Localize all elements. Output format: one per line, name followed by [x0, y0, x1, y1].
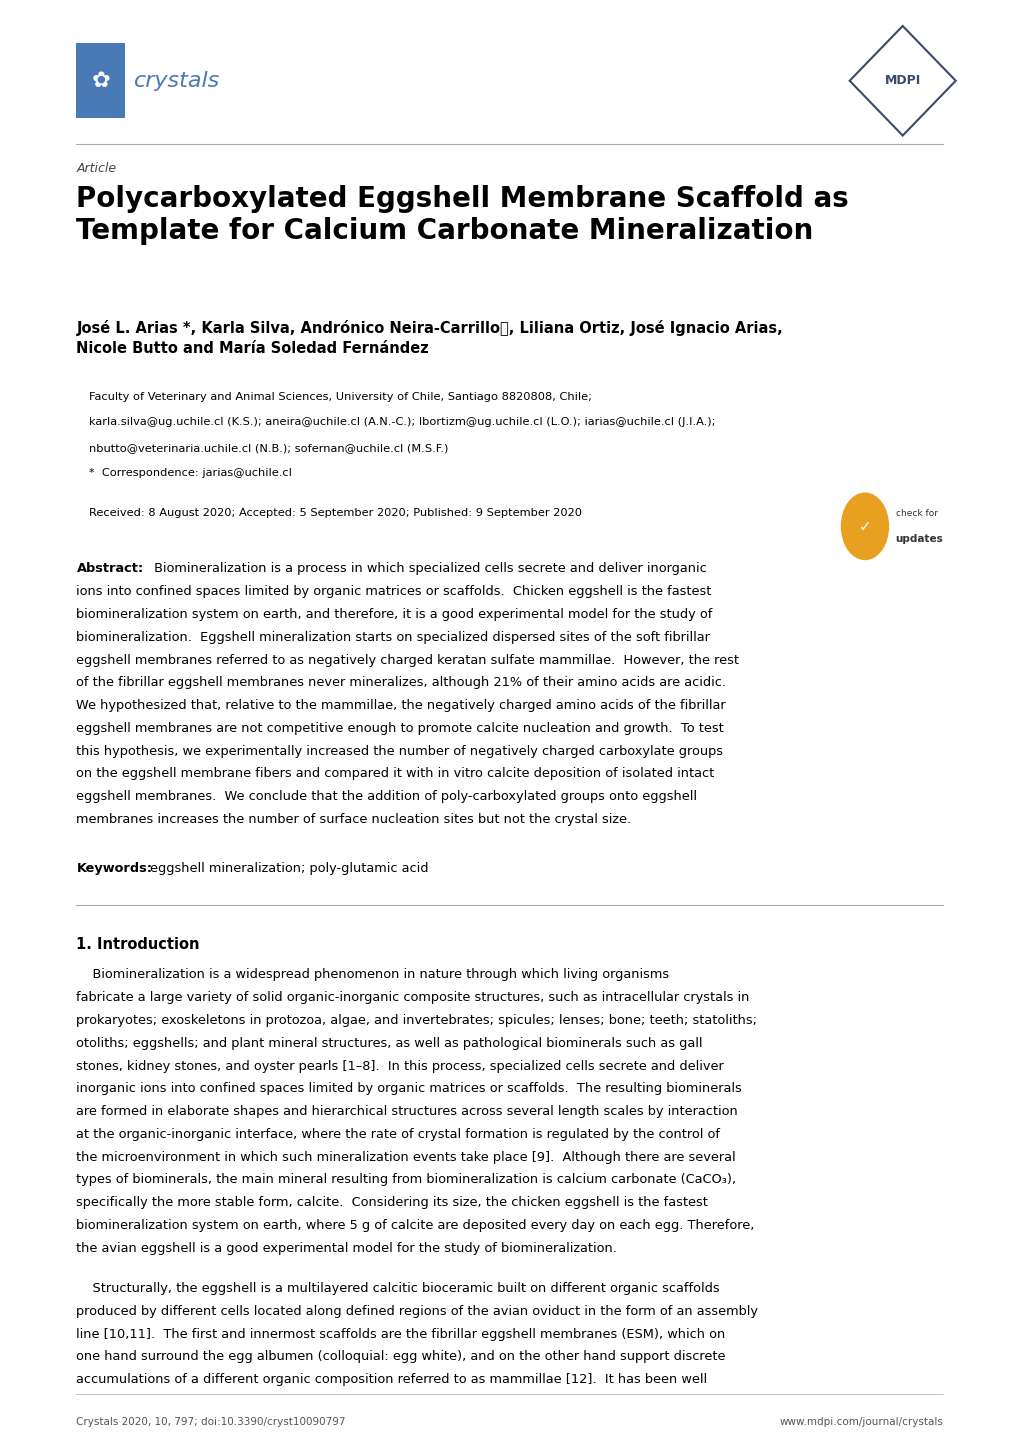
Text: Faculty of Veterinary and Animal Sciences, University of Chile, Santiago 8820808: Faculty of Veterinary and Animal Science…: [89, 392, 591, 402]
Circle shape: [841, 493, 888, 559]
Text: nbutto@veterinaria.uchile.cl (N.B.); sofernan@uchile.cl (M.S.F.): nbutto@veterinaria.uchile.cl (N.B.); sof…: [89, 443, 447, 453]
Text: biomineralization system on earth, and therefore, it is a good experimental mode: biomineralization system on earth, and t…: [76, 609, 712, 622]
Text: Polycarboxylated Eggshell Membrane Scaffold as
Template for Calcium Carbonate Mi: Polycarboxylated Eggshell Membrane Scaff…: [76, 185, 849, 245]
Text: ✿: ✿: [92, 71, 110, 91]
Text: eggshell membranes are not competitive enough to promote calcite nucleation and : eggshell membranes are not competitive e…: [76, 722, 723, 735]
Text: Crystals 2020, 10, 797; doi:10.3390/cryst10090797: Crystals 2020, 10, 797; doi:10.3390/crys…: [76, 1417, 345, 1428]
Text: updates: updates: [895, 535, 943, 544]
Text: fabricate a large variety of solid organic-inorganic composite structures, such : fabricate a large variety of solid organ…: [76, 991, 749, 1004]
Text: one hand surround the egg albumen (colloquial: egg white), and on the other hand: one hand surround the egg albumen (collo…: [76, 1350, 726, 1363]
Text: www.mdpi.com/journal/crystals: www.mdpi.com/journal/crystals: [779, 1417, 943, 1428]
Text: ✓: ✓: [858, 519, 870, 534]
Text: José L. Arias *, Karla Silva, Andrónico Neira-Carrilloⓓ, Liliana Ortiz, José Ign: José L. Arias *, Karla Silva, Andrónico …: [76, 320, 783, 356]
Text: Biomineralization is a process in which specialized cells secrete and deliver in: Biomineralization is a process in which …: [150, 562, 706, 575]
Text: ions into confined spaces limited by organic matrices or scaffolds.  Chicken egg: ions into confined spaces limited by org…: [76, 585, 711, 598]
Text: specifically the more stable form, calcite.  Considering its size, the chicken e: specifically the more stable form, calci…: [76, 1197, 707, 1210]
FancyBboxPatch shape: [76, 43, 125, 118]
Text: Biomineralization is a widespread phenomenon in nature through which living orga: Biomineralization is a widespread phenom…: [76, 969, 668, 982]
Text: karla.silva@ug.uchile.cl (K.S.); aneira@uchile.cl (A.N.-C.); lbortizm@ug.uchile.: karla.silva@ug.uchile.cl (K.S.); aneira@…: [89, 418, 714, 427]
Text: inorganic ions into confined spaces limited by organic matrices or scaffolds.  T: inorganic ions into confined spaces limi…: [76, 1083, 742, 1096]
Text: eggshell membranes.  We conclude that the addition of poly-carboxylated groups o: eggshell membranes. We conclude that the…: [76, 790, 697, 803]
Text: Article: Article: [76, 162, 116, 174]
Text: otoliths; eggshells; and plant mineral structures, as well as pathological biomi: otoliths; eggshells; and plant mineral s…: [76, 1037, 702, 1050]
Text: Received: 8 August 2020; Accepted: 5 September 2020; Published: 9 September 2020: Received: 8 August 2020; Accepted: 5 Sep…: [89, 508, 581, 518]
Text: on the eggshell membrane fibers and compared it with in vitro calcite deposition: on the eggshell membrane fibers and comp…: [76, 767, 714, 780]
Text: 1. Introduction: 1. Introduction: [76, 937, 200, 952]
Text: biomineralization system on earth, where 5 g of calcite are deposited every day : biomineralization system on earth, where…: [76, 1218, 754, 1231]
Text: eggshell mineralization; poly-glutamic acid: eggshell mineralization; poly-glutamic a…: [150, 862, 428, 875]
Text: line [10,11].  The first and innermost scaffolds are the fibrillar eggshell memb: line [10,11]. The first and innermost sc…: [76, 1328, 726, 1341]
Text: Structurally, the eggshell is a multilayered calcitic bioceramic built on differ: Structurally, the eggshell is a multilay…: [76, 1282, 719, 1295]
Text: Keywords:: Keywords:: [76, 862, 153, 875]
Text: MDPI: MDPI: [883, 74, 920, 88]
Text: check for: check for: [895, 509, 936, 518]
Text: membranes increases the number of surface nucleation sites but not the crystal s: membranes increases the number of surfac…: [76, 813, 631, 826]
Text: the microenvironment in which such mineralization events take place [9].  Althou: the microenvironment in which such miner…: [76, 1151, 736, 1164]
Text: this hypothesis, we experimentally increased the number of negatively charged ca: this hypothesis, we experimentally incre…: [76, 744, 722, 757]
Text: types of biominerals, the main mineral resulting from biomineralization is calci: types of biominerals, the main mineral r…: [76, 1174, 736, 1187]
Text: at the organic-inorganic interface, where the rate of crystal formation is regul: at the organic-inorganic interface, wher…: [76, 1128, 719, 1141]
Text: biomineralization.  Eggshell mineralization starts on specialized dispersed site: biomineralization. Eggshell mineralizati…: [76, 630, 709, 643]
Text: are formed in elaborate shapes and hierarchical structures across several length: are formed in elaborate shapes and hiera…: [76, 1105, 738, 1118]
Text: We hypothesized that, relative to the mammillae, the negatively charged amino ac: We hypothesized that, relative to the ma…: [76, 699, 726, 712]
Text: the avian eggshell is a good experimental model for the study of biomineralizati: the avian eggshell is a good experimenta…: [76, 1242, 616, 1255]
Text: prokaryotes; exoskeletons in protozoa, algae, and invertebrates; spicules; lense: prokaryotes; exoskeletons in protozoa, a…: [76, 1014, 757, 1027]
Text: stones, kidney stones, and oyster pearls [1–8].  In this process, specialized ce: stones, kidney stones, and oyster pearls…: [76, 1060, 723, 1073]
Text: crystals: crystals: [133, 71, 220, 91]
Text: accumulations of a different organic composition referred to as mammillae [12]. : accumulations of a different organic com…: [76, 1373, 707, 1386]
Text: *  Correspondence: jarias@uchile.cl: * Correspondence: jarias@uchile.cl: [89, 467, 291, 477]
Text: produced by different cells located along defined regions of the avian oviduct i: produced by different cells located alon…: [76, 1305, 758, 1318]
Text: eggshell membranes referred to as negatively charged keratan sulfate mammillae. : eggshell membranes referred to as negati…: [76, 653, 739, 666]
Text: Abstract:: Abstract:: [76, 562, 144, 575]
Text: of the fibrillar eggshell membranes never mineralizes, although 21% of their ami: of the fibrillar eggshell membranes neve…: [76, 676, 726, 689]
